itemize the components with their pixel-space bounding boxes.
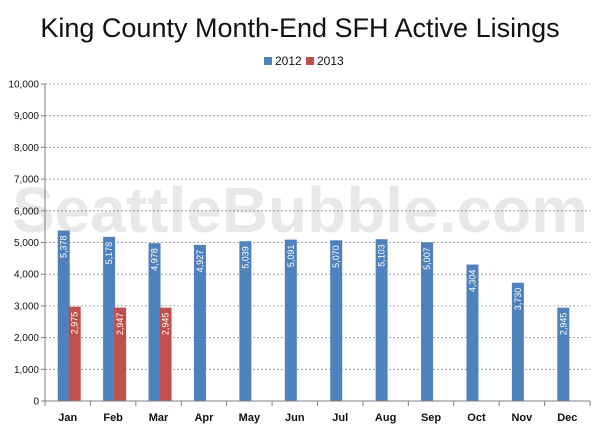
- data-label: 4,927: [195, 250, 205, 273]
- data-label: 5,178: [104, 242, 114, 265]
- bar-2012-jun: [284, 239, 297, 401]
- y-tick-label: 2,000: [14, 333, 39, 344]
- data-label: 5,039: [240, 246, 250, 269]
- bar-2012-aug: [375, 239, 388, 401]
- y-tick-label: 5,000: [14, 238, 39, 249]
- bar-2012-dec: [557, 307, 570, 401]
- data-label: 3,730: [513, 288, 523, 311]
- data-label: 2,945: [161, 313, 171, 336]
- bar-2012-oct: [466, 264, 479, 401]
- bar-2012-nov: [511, 282, 524, 401]
- data-label: 2,975: [70, 312, 80, 335]
- chart-title: King County Month-End SFH Active Lisings: [40, 13, 559, 43]
- bar-2012-may: [239, 241, 252, 401]
- x-tick-label: Nov: [511, 412, 533, 424]
- x-tick-label: May: [239, 412, 261, 424]
- bar-2012-mar: [148, 243, 161, 401]
- axes: 0 1,000 2,000 3,000 4,000 5,000 6,000 7,000 8,00…: [8, 80, 591, 424]
- bars: 5,378 2,975 5,178 2,947 4,978 2,945 4,927 5,039…: [57, 230, 570, 401]
- legend-label-2013: 2013: [317, 54, 344, 68]
- x-tick-label: Jul: [332, 412, 348, 424]
- legend-label-2012: 2012: [275, 54, 302, 68]
- legend: 2012 2013: [264, 54, 344, 68]
- y-tick-label: 10,000: [8, 80, 39, 91]
- bar-2013-feb: [114, 307, 127, 401]
- bar-2012-apr: [193, 244, 206, 401]
- data-label: 4,304: [467, 270, 477, 293]
- x-tick-label: Mar: [149, 412, 169, 424]
- bar-2012-jan: [57, 230, 70, 401]
- y-tick-label: 6,000: [14, 206, 39, 217]
- data-label: 5,103: [377, 244, 387, 267]
- y-tick-label: 1,000: [14, 365, 39, 376]
- x-tick-label: Sep: [421, 412, 441, 424]
- bar-2012-jul: [330, 240, 343, 401]
- x-tick-label: Feb: [103, 412, 123, 424]
- bar-2012-sep: [421, 242, 434, 401]
- y-tick-label: 9,000: [14, 111, 39, 122]
- x-tick-label: Jun: [285, 412, 305, 424]
- data-label: 5,007: [422, 247, 432, 270]
- bar-2013-jan: [68, 306, 81, 401]
- bar-2013-mar: [159, 307, 172, 401]
- y-tick-label: 3,000: [14, 301, 39, 312]
- data-label: 5,378: [59, 236, 69, 259]
- y-tick-label: 4,000: [14, 270, 39, 281]
- legend-swatch-2013: [306, 57, 314, 65]
- y-tick-label: 7,000: [14, 175, 39, 186]
- x-tick-label: Dec: [557, 412, 577, 424]
- gridlines: [45, 83, 590, 370]
- data-label: 2,945: [558, 313, 568, 336]
- x-tick-label: Jan: [58, 412, 77, 424]
- legend-swatch-2012: [264, 57, 272, 65]
- watermark-text: SeattleBubble.com: [12, 174, 588, 246]
- data-label: 5,070: [331, 245, 341, 268]
- x-tick-label: Aug: [375, 412, 396, 424]
- y-tick-label: 8,000: [14, 143, 39, 154]
- x-tick-label: Apr: [194, 412, 214, 424]
- data-label: 5,091: [286, 245, 296, 268]
- y-tick-label: 0: [33, 397, 39, 408]
- bar-2012-feb: [103, 236, 116, 401]
- data-label: 2,947: [115, 313, 125, 336]
- x-tick-label: Oct: [467, 412, 486, 424]
- data-label: 4,978: [150, 248, 160, 271]
